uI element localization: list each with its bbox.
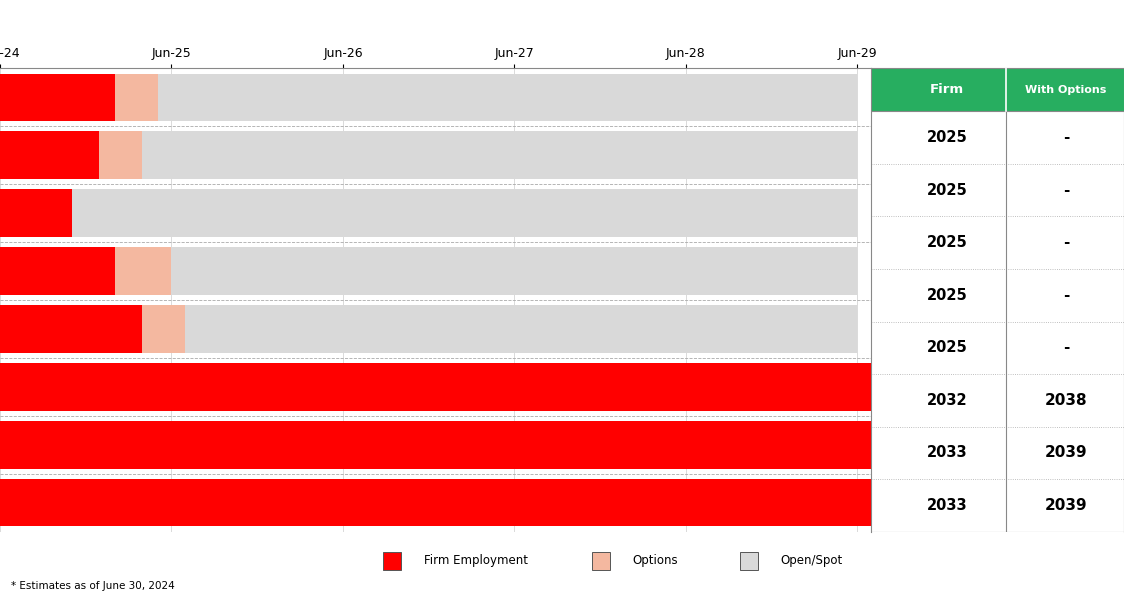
Bar — [115, 74, 157, 121]
Text: 2038: 2038 — [1044, 393, 1087, 408]
Text: 2033: 2033 — [926, 446, 968, 460]
Text: * Estimates as of June 30, 2024: * Estimates as of June 30, 2024 — [11, 581, 175, 591]
Bar — [0, 363, 906, 410]
Text: 2025: 2025 — [926, 340, 968, 355]
Text: Options: Options — [633, 554, 679, 567]
Text: Backlog could increase to 49 years with all options exercised: Backlog could increase to 49 years with … — [318, 44, 806, 58]
Bar — [143, 305, 185, 353]
Bar — [0, 305, 858, 353]
Bar — [0, 421, 906, 469]
Text: 2033: 2033 — [926, 498, 968, 513]
Bar — [0, 189, 858, 237]
Bar — [0, 74, 115, 121]
Text: 2025: 2025 — [926, 183, 968, 198]
Text: -: - — [1062, 340, 1069, 355]
Text: 2025: 2025 — [926, 130, 968, 145]
Text: Firm: Firm — [930, 83, 964, 96]
Text: 2025: 2025 — [926, 287, 968, 303]
Text: 2039: 2039 — [1044, 446, 1087, 460]
Text: 2032: 2032 — [926, 393, 968, 408]
Text: -: - — [1062, 130, 1069, 145]
Text: 2039: 2039 — [1044, 498, 1087, 513]
Bar — [0, 479, 906, 526]
Text: -: - — [1062, 183, 1069, 198]
Bar — [0, 247, 115, 295]
Bar — [592, 552, 610, 570]
Bar — [871, 68, 1124, 112]
Bar — [0, 74, 858, 121]
Bar — [0, 131, 99, 179]
Bar — [0, 189, 72, 237]
Text: Firm Employment: Firm Employment — [424, 554, 528, 567]
Bar — [115, 247, 172, 295]
Text: Open/Spot: Open/Spot — [780, 554, 842, 567]
Bar — [0, 131, 858, 179]
Text: -: - — [1062, 287, 1069, 303]
Text: With Options: With Options — [1025, 85, 1106, 95]
Bar — [740, 552, 758, 570]
Bar — [99, 131, 143, 179]
Bar — [383, 552, 401, 570]
Text: Contracted backlog of 30 years at an average daily rate of $38,362,  or ca. $413: Contracted backlog of 30 years at an ave… — [178, 13, 946, 31]
Bar — [0, 247, 858, 295]
Text: -: - — [1062, 235, 1069, 250]
Bar — [0, 305, 143, 353]
Text: 2025: 2025 — [926, 235, 968, 250]
